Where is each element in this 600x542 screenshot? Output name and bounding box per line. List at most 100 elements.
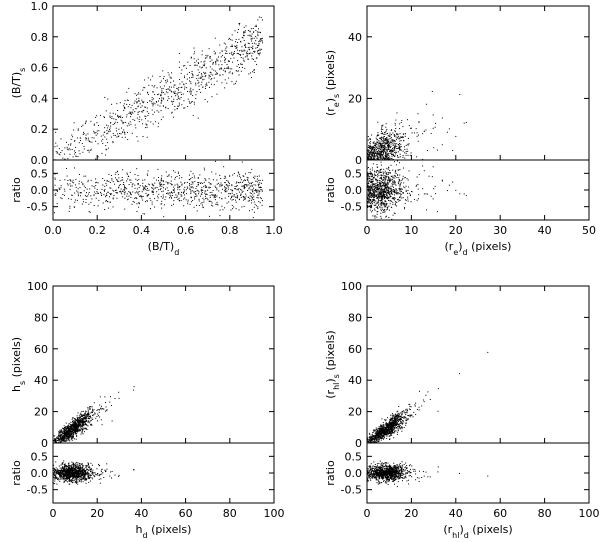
bottom-left-point — [56, 436, 58, 438]
top-right-point — [385, 154, 387, 156]
bottom-left-ratio-point — [75, 481, 77, 483]
top-left-point — [115, 127, 117, 129]
top-left-ratio-point — [237, 197, 239, 199]
top-left-point — [149, 100, 151, 102]
top-right-ratio-point — [379, 174, 381, 176]
top-left-point — [195, 64, 197, 66]
top-left-ratio-point — [258, 194, 260, 196]
top-left-ratio-point — [195, 188, 197, 190]
top-left-ratio-point — [136, 191, 138, 193]
top-left-ratio-point — [206, 186, 208, 188]
top-left-point — [192, 95, 194, 97]
top-left-ratio-point — [167, 193, 169, 195]
top-left-ratio-point — [215, 186, 217, 188]
top-left-point — [104, 136, 106, 138]
top-left-ratio-point — [200, 189, 202, 191]
top-right-ratio-point — [398, 200, 400, 202]
top-left-point — [160, 80, 162, 82]
bottom-left-ratio-point — [71, 475, 73, 477]
top-right-ratio-point — [393, 186, 395, 188]
bottom-left-point — [78, 421, 80, 423]
top-left-point — [173, 92, 175, 94]
bottom-left-ratio-point — [70, 480, 72, 482]
top-left-ratio-point — [234, 188, 236, 190]
top-left-ratio-point — [250, 192, 252, 194]
top-left-ratio-point — [246, 176, 248, 178]
top-right-ratio-point — [398, 184, 400, 186]
top-right-ratio-point — [376, 198, 378, 200]
top-left-point — [199, 66, 201, 68]
top-right-point — [396, 133, 398, 135]
bottom-left-ratio-point — [75, 471, 77, 473]
top-left-point — [243, 34, 245, 36]
top-left-point — [200, 91, 202, 93]
top-right-ratio-point — [403, 208, 405, 210]
top-left-point — [249, 34, 251, 36]
top-right-point — [383, 140, 385, 142]
top-left-ratio-point — [244, 197, 246, 199]
top-right-ratio-point — [370, 200, 372, 202]
top-right-point — [383, 132, 385, 134]
top-left-ratio-point — [231, 184, 233, 186]
top-right-ratio-ytick-label: 0.5 — [345, 167, 363, 180]
top-right-ratio-point — [372, 184, 374, 186]
top-left-ratio-point — [58, 187, 60, 189]
top-right-point — [371, 147, 373, 149]
bottom-left-ratio-point — [97, 473, 99, 475]
top-right-ratio-point — [381, 176, 382, 178]
top-left-point — [212, 63, 214, 65]
top-right-point — [388, 144, 390, 146]
top-right-ratio-point — [376, 187, 378, 189]
top-left-ratio-point — [237, 196, 239, 198]
top-right-ratio-point — [405, 199, 407, 201]
top-left-point — [262, 42, 264, 44]
top-right-point — [465, 121, 467, 123]
top-right-ratio-point — [408, 192, 410, 194]
top-right-point — [415, 128, 417, 130]
top-left-point — [107, 132, 109, 134]
top-right-ratio-point — [436, 211, 438, 213]
top-left-ratio-point — [54, 184, 56, 186]
top-left-ratio-point — [243, 196, 245, 198]
top-left-ratio-point — [260, 186, 262, 188]
top-left-point — [229, 52, 231, 54]
top-right-ratio-point — [381, 195, 383, 197]
top-right-point — [373, 154, 375, 156]
top-left-ratio-point — [125, 187, 127, 189]
top-left-point — [246, 52, 248, 54]
top-right-point — [381, 125, 383, 127]
bottom-left-ratio-point — [83, 465, 85, 467]
top-left-point — [249, 52, 251, 54]
top-left-point — [158, 100, 160, 102]
top-left-ratio-point — [134, 184, 136, 186]
top-left-point — [255, 35, 257, 37]
top-left-point — [242, 57, 244, 59]
top-right-ratio-point — [371, 173, 373, 175]
top-left-point — [255, 57, 257, 59]
top-right-ratio-point — [389, 172, 391, 174]
bottom-left-ratio-point — [76, 465, 78, 467]
top-right-point — [371, 152, 373, 154]
top-left-ratio-point — [122, 184, 124, 186]
top-left-ratio-point — [224, 187, 226, 189]
top-right-ratio-point — [370, 179, 372, 181]
bottom-left-ratio-point — [80, 475, 82, 477]
bottom-left-ratio-point — [85, 477, 87, 479]
top-left-point — [176, 94, 178, 96]
top-left-point — [103, 116, 105, 118]
bottom-left-ratio-point — [63, 480, 65, 482]
top-left-ratio-point — [261, 190, 263, 192]
top-left-point — [242, 31, 244, 33]
top-left-point — [189, 80, 191, 82]
top-left-ratio-point — [241, 161, 243, 163]
bottom-left-ratio-point — [75, 476, 77, 478]
bottom-left-point — [72, 417, 74, 419]
top-right-ratio-point — [391, 176, 393, 178]
top-left-point — [199, 77, 201, 79]
top-right-ratio-point — [376, 194, 378, 196]
top-left-point — [85, 121, 87, 123]
top-left-ratio-point — [162, 181, 164, 183]
top-right-ratio-point — [384, 188, 386, 190]
top-left-point — [225, 67, 227, 69]
top-left-point — [101, 152, 103, 154]
